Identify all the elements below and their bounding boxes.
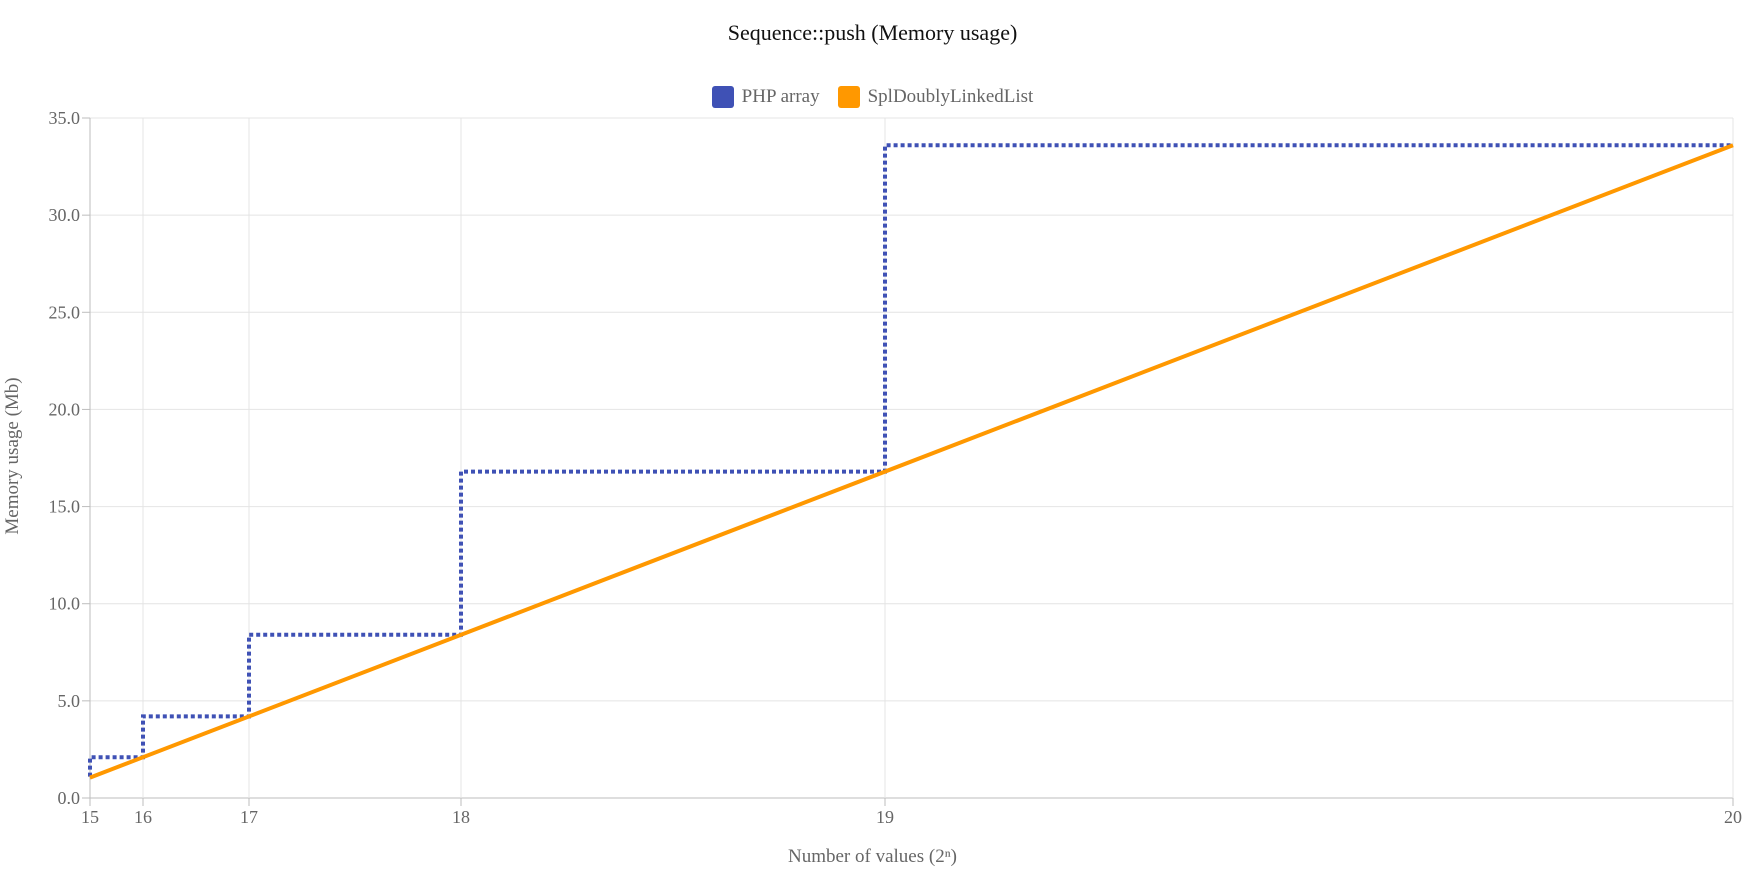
- y-tick-label: 35.0: [49, 108, 81, 128]
- y-tick-label: 10.0: [49, 594, 81, 614]
- x-axis-label: Number of values (2ⁿ): [787, 846, 957, 867]
- x-tick-label: 15: [81, 807, 99, 827]
- legend-item-spl-doubly-linked-list[interactable]: SplDoublyLinkedList: [837, 86, 1034, 108]
- legend-swatch-php-array: [711, 86, 734, 108]
- chart-title: Sequence::push (Memory usage): [727, 20, 1018, 45]
- y-tick-label: 5.0: [58, 691, 81, 711]
- y-tick-label: 30.0: [49, 205, 81, 225]
- x-tick-label: 16: [134, 807, 152, 827]
- x-tick-label: 19: [876, 807, 894, 827]
- x-tick-label: 18: [452, 807, 470, 827]
- legend-label-php-array: PHP array: [741, 86, 820, 107]
- legend-item-php-array[interactable]: PHP array: [711, 86, 820, 108]
- x-tick-label: 17: [240, 807, 258, 827]
- x-tick-label: 20: [1724, 807, 1742, 827]
- y-tick-label: 25.0: [49, 302, 81, 322]
- legend-label-spl-doubly-linked-list: SplDoublyLinkedList: [867, 86, 1034, 107]
- legend: PHP array SplDoublyLinkedList: [0, 86, 1745, 108]
- series-line-spl-doubly-linked-list: [89, 143, 1734, 780]
- y-tick-label: 15.0: [49, 497, 81, 517]
- y-tick-label: 20.0: [49, 399, 81, 419]
- legend-swatch-spl-doubly-linked-list: [837, 86, 860, 108]
- y-tick-label: 0.0: [58, 788, 81, 808]
